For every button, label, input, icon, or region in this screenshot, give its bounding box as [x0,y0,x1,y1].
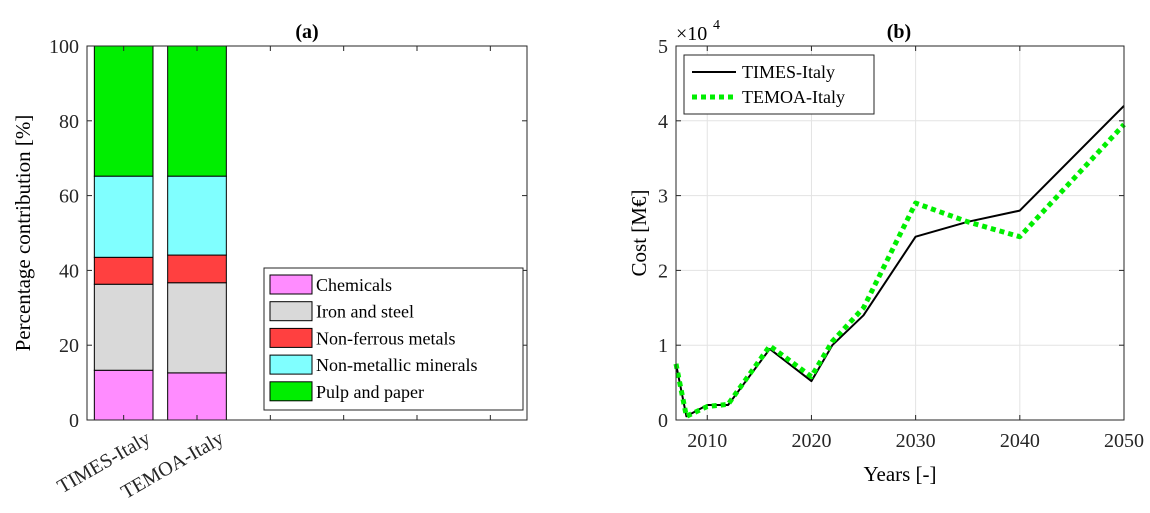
panel-a-ylabel: Percentage contribution [%] [11,115,35,352]
legend-swatch [269,354,313,375]
panel-a-axes-box [86,45,528,421]
bar-segment [93,369,154,421]
panel-a-title: (a) [295,21,318,43]
bar-segment [167,372,227,421]
bar-segment [167,282,227,374]
y-tick-label: 100 [49,36,79,58]
bar-segment [93,283,154,371]
x-tick-label: 2040 [1000,430,1040,452]
panel-a: (a) Percentage contribution [%] 0 20 40 60 8… [11,21,528,504]
y-tick-label: 5 [658,36,668,58]
y-tick-label: 40 [59,260,79,282]
legend-swatch [269,327,313,348]
legend-box [683,54,875,115]
legend-label: Pulp and paper [316,382,424,402]
series-line-times-italy [675,105,1125,418]
y-tick-label: 1 [658,335,668,357]
x-tick-label: 2010 [687,430,727,452]
legend-label: Iron and steel [316,302,414,322]
x-tick-label: 2050 [1104,430,1144,452]
panel-b-ylabel: Cost [M€] [627,190,651,277]
y-tick-label: 4 [658,111,668,133]
panel-b-exponent-prefix: ×10 [676,23,707,45]
y-tick-label: 0 [69,410,79,432]
legend-swatch [269,301,313,322]
bar-segment [93,256,154,285]
y-tick-label: 60 [59,186,79,208]
panel-b-exponent: 4 [713,18,720,33]
legend-swatch [269,381,313,402]
panel-b-legend: TIMES-Italy TEMOA-Italy [683,54,875,115]
bar-segment [167,45,227,177]
y-tick-label: 3 [658,186,668,208]
legend-label: TEMOA-Italy [742,87,845,107]
x-tick-label: 2020 [791,430,831,452]
bar-segment [93,45,154,177]
legend-label: Non-metallic minerals [316,355,477,375]
bar-segment [167,254,227,284]
bar-segment [93,175,154,258]
bar-segment [167,175,227,256]
y-tick-label: 2 [658,260,668,282]
legend-label: Non-ferrous metals [316,328,455,348]
series-line-temoa-italy [673,122,1126,419]
x-tick-label: 2030 [896,430,936,452]
y-tick-label: 80 [59,111,79,133]
legend-label: TIMES-Italy [742,62,835,82]
panel-b-axes-box [675,45,1125,421]
panel-b-xlabel: Years [-] [863,462,936,486]
panel-b: (b) ×10 4 Cost [M€] Years [-] 0 1 2 3 4 5 2010… [627,18,1144,486]
y-tick-label: 20 [59,335,79,357]
panel-a-legend: Chemicals Iron and steel Non-ferrous metal… [263,267,524,411]
legend-label: Chemicals [316,275,392,295]
legend-swatch [269,274,313,295]
panel-b-title: (b) [887,21,911,43]
y-tick-label: 0 [658,410,668,432]
